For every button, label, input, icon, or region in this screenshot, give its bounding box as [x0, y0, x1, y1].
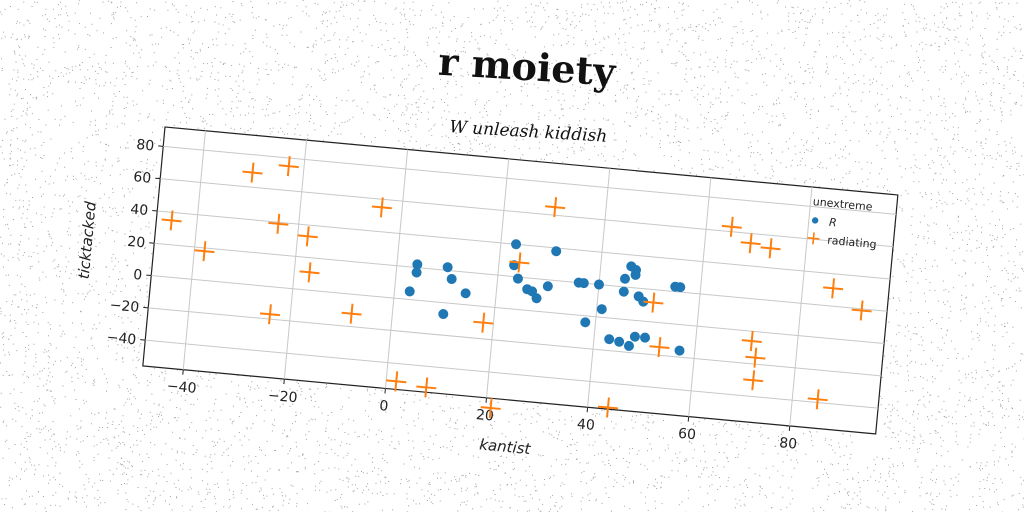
grid-line-y	[145, 339, 879, 409]
data-point-radiating	[194, 241, 215, 262]
legend-label-r: R	[828, 216, 837, 230]
grid-line-y	[151, 275, 885, 345]
y-tick-label: 0	[133, 267, 143, 284]
data-point-radiating	[807, 389, 828, 410]
data-point-radiating	[259, 304, 281, 325]
y-tick-label: −20	[109, 297, 140, 316]
data-point-radiating	[740, 233, 761, 254]
grid-line-x	[182, 130, 206, 370]
data-point-r	[531, 293, 542, 304]
data-point-r	[404, 286, 415, 297]
data-point-r	[640, 332, 651, 343]
data-point-radiating	[473, 312, 494, 333]
data-point-radiating	[721, 216, 742, 237]
y-tick-label: 20	[127, 234, 146, 252]
y-tick-label: −40	[106, 330, 137, 349]
data-point-radiating	[509, 252, 530, 273]
legend-marker-r	[811, 217, 819, 224]
chart-title: r moiety	[437, 39, 617, 95]
data-point-r	[638, 296, 649, 307]
data-point-radiating	[851, 300, 872, 321]
data-point-r	[596, 304, 607, 315]
data-point-r	[511, 239, 522, 250]
data-point-r	[411, 267, 422, 278]
data-point-radiating	[297, 226, 318, 247]
x-tick-label: 60	[677, 426, 696, 444]
x-tick-label: −20	[267, 388, 298, 407]
legend-title: unextreme	[812, 195, 873, 213]
data-point-r	[551, 246, 562, 257]
data-point-r	[542, 281, 553, 292]
legend-marker-radiating	[807, 232, 820, 245]
y-tick-label: 60	[133, 169, 152, 187]
data-point-r	[593, 279, 604, 290]
data-point-r	[618, 286, 629, 297]
data-point-r	[620, 273, 631, 284]
data-point-radiating	[643, 292, 664, 313]
data-point-r	[412, 259, 423, 270]
data-point-radiating	[745, 347, 766, 368]
grid-line-x	[486, 158, 510, 398]
data-point-r	[630, 269, 641, 280]
x-axis-label: kantist	[479, 435, 533, 458]
data-point-radiating	[268, 213, 289, 234]
data-point-radiating	[242, 162, 263, 183]
data-marks	[161, 156, 872, 419]
grid-line-y	[160, 178, 894, 248]
grid-line-x	[384, 149, 409, 389]
data-point-radiating	[480, 397, 501, 419]
data-point-r	[614, 336, 625, 347]
data-point-r	[675, 282, 686, 293]
data-point-r	[604, 334, 615, 345]
y-tick-label: 40	[130, 202, 149, 220]
data-point-radiating	[823, 278, 844, 299]
x-tick-label: 80	[778, 435, 797, 453]
data-point-r	[512, 273, 523, 284]
data-point-r	[446, 273, 457, 284]
data-point-radiating	[416, 377, 437, 398]
data-point-r	[674, 345, 685, 356]
data-point-r	[438, 309, 449, 320]
data-point-radiating	[278, 156, 299, 177]
grid-line-x	[283, 140, 308, 380]
data-point-r	[442, 262, 453, 273]
chart-subtitle: W unleash kiddish	[449, 117, 608, 147]
grid-line-y	[163, 145, 897, 215]
x-tick-label: 40	[576, 416, 595, 434]
grid-line-x	[789, 186, 813, 427]
data-point-radiating	[743, 370, 764, 391]
data-point-radiating	[386, 371, 407, 392]
data-point-r	[629, 331, 640, 342]
data-point-radiating	[341, 303, 362, 324]
data-point-radiating	[161, 210, 182, 231]
data-point-radiating	[371, 197, 392, 218]
plot-area: −40 −20 0 20 40 60 80 −40 −20 0 20 40 60 80 kantist t…	[75, 126, 899, 458]
data-point-radiating	[649, 337, 670, 358]
data-point-radiating	[299, 262, 320, 283]
legend-label-radiating: radiating	[827, 234, 877, 252]
y-axis-label: ticktacked	[75, 200, 100, 280]
axis-ticks: −40 −20 0 20 40 60 80 −40 −20 0 20 40 60 80	[106, 137, 798, 453]
x-tick-label: 0	[379, 398, 389, 415]
x-tick-label: 20	[475, 407, 494, 425]
data-point-r	[460, 288, 471, 299]
data-point-r	[578, 278, 589, 289]
data-point-r	[580, 317, 591, 328]
data-point-r	[623, 340, 634, 351]
y-tick-label: 80	[136, 137, 155, 155]
legend: unextreme R radiating	[807, 195, 877, 252]
data-point-radiating	[741, 330, 762, 352]
data-point-radiating	[597, 397, 619, 418]
data-point-radiating	[760, 238, 781, 259]
grid-line-x	[688, 177, 712, 417]
data-point-radiating	[545, 197, 566, 218]
x-tick-label: −40	[166, 378, 197, 397]
